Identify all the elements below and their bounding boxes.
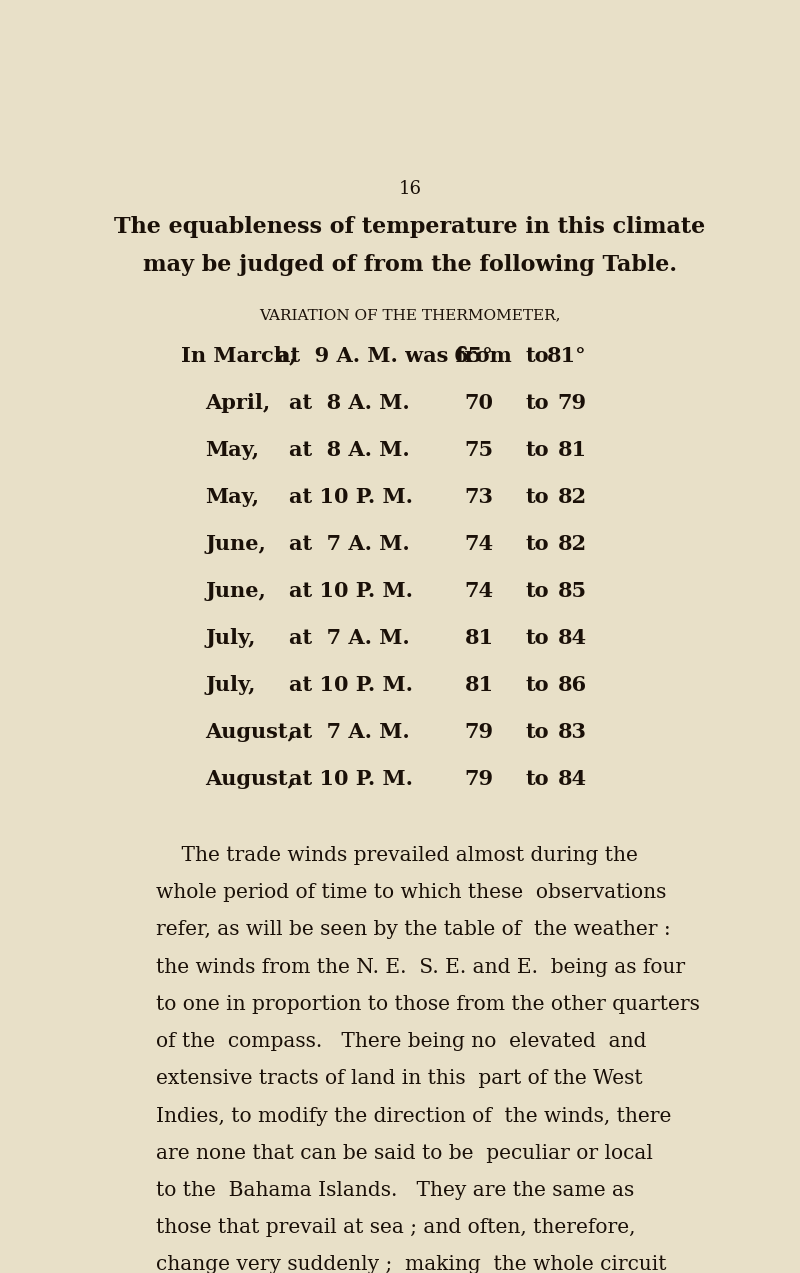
Text: at  7 A. M.: at 7 A. M. xyxy=(289,722,410,742)
Text: July,: July, xyxy=(206,675,256,695)
Text: to: to xyxy=(526,440,549,460)
Text: 86: 86 xyxy=(558,675,586,695)
Text: to: to xyxy=(526,346,549,365)
Text: 74: 74 xyxy=(465,535,494,554)
Text: 73: 73 xyxy=(465,488,494,507)
Text: at  8 A. M.: at 8 A. M. xyxy=(289,393,410,412)
Text: to: to xyxy=(526,393,549,412)
Text: 81: 81 xyxy=(465,628,494,648)
Text: those that prevail at sea ; and often, therefore,: those that prevail at sea ; and often, t… xyxy=(156,1218,635,1237)
Text: are none that can be said to be  peculiar or local: are none that can be said to be peculiar… xyxy=(156,1143,653,1162)
Text: 85: 85 xyxy=(558,580,586,601)
Text: change very suddenly ;  making  the whole circuit: change very suddenly ; making the whole … xyxy=(156,1255,666,1273)
Text: 79: 79 xyxy=(558,393,586,412)
Text: at  7 A. M.: at 7 A. M. xyxy=(289,535,410,554)
Text: to: to xyxy=(526,722,549,742)
Text: Indies, to modify the direction of  the winds, there: Indies, to modify the direction of the w… xyxy=(156,1106,671,1125)
Text: 79: 79 xyxy=(465,769,494,789)
Text: VARIATION OF THE THERMOMETER,: VARIATION OF THE THERMOMETER, xyxy=(259,308,561,322)
Text: at 10 P. M.: at 10 P. M. xyxy=(289,675,413,695)
Text: The trade winds prevailed almost during the: The trade winds prevailed almost during … xyxy=(156,845,638,864)
Text: at 10 P. M.: at 10 P. M. xyxy=(289,580,413,601)
Text: August,: August, xyxy=(206,769,295,789)
Text: refer, as will be seen by the table of  the weather :: refer, as will be seen by the table of t… xyxy=(156,920,670,939)
Text: 82: 82 xyxy=(558,488,586,507)
Text: at 10 P. M.: at 10 P. M. xyxy=(289,769,413,789)
Text: the winds from the N. E.  S. E. and E.  being as four: the winds from the N. E. S. E. and E. be… xyxy=(156,957,685,976)
Text: In March,: In March, xyxy=(181,346,296,365)
Text: 84: 84 xyxy=(558,628,586,648)
Text: 70: 70 xyxy=(465,393,494,412)
Text: May,: May, xyxy=(206,440,259,460)
Text: August,: August, xyxy=(206,722,295,742)
Text: to: to xyxy=(526,535,549,554)
Text: June,: June, xyxy=(206,580,266,601)
Text: 74: 74 xyxy=(465,580,494,601)
Text: to: to xyxy=(526,580,549,601)
Text: 82: 82 xyxy=(558,535,586,554)
Text: July,: July, xyxy=(206,628,256,648)
Text: May,: May, xyxy=(206,488,259,507)
Text: at  9 A. M. was from: at 9 A. M. was from xyxy=(277,346,511,365)
Text: at  7 A. M.: at 7 A. M. xyxy=(289,628,410,648)
Text: to: to xyxy=(526,488,549,507)
Text: to: to xyxy=(526,769,549,789)
Text: 81: 81 xyxy=(465,675,494,695)
Text: extensive tracts of land in this  part of the West: extensive tracts of land in this part of… xyxy=(156,1069,642,1088)
Text: to one in proportion to those from the other quarters: to one in proportion to those from the o… xyxy=(156,994,700,1013)
Text: whole period of time to which these  observations: whole period of time to which these obse… xyxy=(156,883,666,903)
Text: April,: April, xyxy=(206,393,270,412)
Text: may be judged of from the following Table.: may be judged of from the following Tabl… xyxy=(143,253,677,276)
Text: 84: 84 xyxy=(558,769,586,789)
Text: to: to xyxy=(526,628,549,648)
Text: 75: 75 xyxy=(465,440,494,460)
Text: at  8 A. M.: at 8 A. M. xyxy=(289,440,410,460)
Text: The equableness of temperature in this climate: The equableness of temperature in this c… xyxy=(114,216,706,238)
Text: at 10 P. M.: at 10 P. M. xyxy=(289,488,413,507)
Text: 79: 79 xyxy=(465,722,494,742)
Text: 81°: 81° xyxy=(547,346,586,365)
Text: 83: 83 xyxy=(558,722,586,742)
Text: of the  compass.   There being no  elevated  and: of the compass. There being no elevated … xyxy=(156,1032,646,1051)
Text: 16: 16 xyxy=(398,181,422,199)
Text: June,: June, xyxy=(206,535,266,554)
Text: 81: 81 xyxy=(558,440,586,460)
Text: to: to xyxy=(526,675,549,695)
Text: to the  Bahama Islands.   They are the same as: to the Bahama Islands. They are the same… xyxy=(156,1181,634,1200)
Text: 65°: 65° xyxy=(454,346,494,365)
